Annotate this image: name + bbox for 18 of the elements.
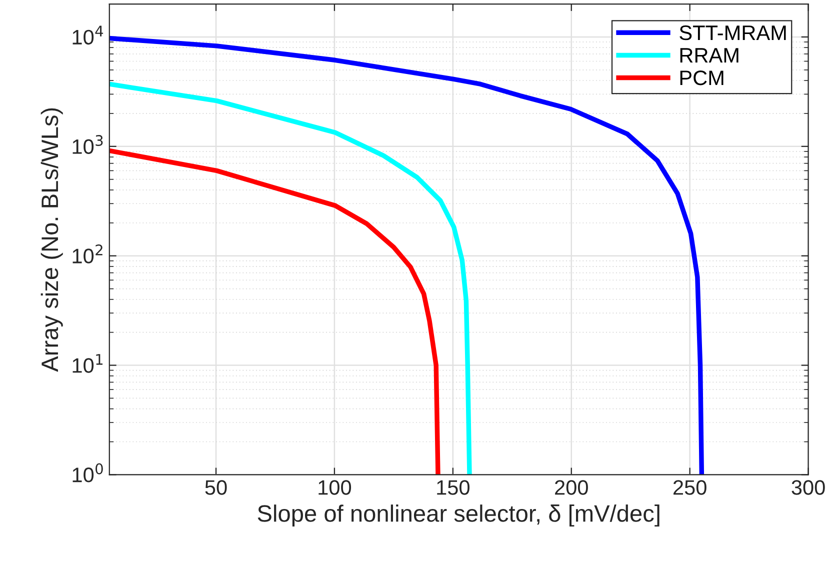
x-tick-label: 200 bbox=[555, 480, 588, 495]
y-tick-label: 10$^{0}$ bbox=[72, 463, 103, 482]
line-series bbox=[109, 82, 472, 475]
legend-label: PCM bbox=[680, 70, 724, 86]
y-tick-label: 10$^{1}$ bbox=[72, 354, 103, 373]
y-tick-label: 10$^{3}$ bbox=[72, 134, 103, 154]
legend-label: RRAM bbox=[680, 48, 738, 62]
x-tick-label: 50 bbox=[205, 480, 227, 495]
y-tick-label: 10$^{2}$ bbox=[72, 244, 102, 264]
x-tick-label: 250 bbox=[674, 480, 706, 495]
x-axis-title: Slope of nonlinear selector, δ [mV/dec] bbox=[258, 504, 660, 527]
y-axis-title: Array size (No. BLs/WLs) bbox=[40, 108, 63, 372]
x-tick-label: 150 bbox=[437, 480, 470, 495]
x-tick-label: 100 bbox=[318, 480, 352, 495]
line-series bbox=[109, 148, 440, 475]
x-tick-label: 300 bbox=[792, 480, 825, 495]
y-tick-label: 10$^{4}$ bbox=[72, 26, 104, 45]
legend-label: STT-MRAM bbox=[680, 25, 786, 40]
